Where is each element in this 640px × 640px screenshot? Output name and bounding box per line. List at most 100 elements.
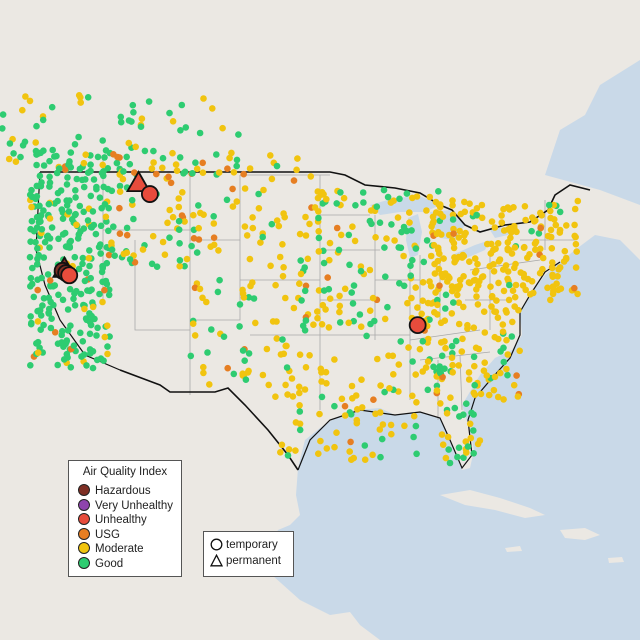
monitor-dot: [391, 237, 398, 244]
monitor-dot: [510, 381, 518, 389]
unhealthy-temporary-marker[interactable]: [408, 316, 427, 335]
monitor-dot: [40, 254, 48, 261]
monitor-dot: [83, 362, 90, 369]
monitor-dot: [268, 175, 276, 183]
monitor-dot: [104, 322, 111, 330]
aqi-legend: Air Quality Index Hazardous Very Unhealt…: [68, 460, 182, 577]
monitor-dot: [377, 382, 384, 389]
monitor-dot: [574, 197, 582, 205]
monitor-dot: [315, 228, 323, 235]
monitor-dot: [487, 250, 495, 257]
monitor-dot: [504, 351, 512, 358]
monitor-dot: [45, 305, 53, 313]
monitor-dot: [55, 235, 62, 243]
monitor-dot: [326, 239, 334, 247]
monitor-dot: [210, 213, 217, 220]
monitor-dot: [196, 285, 204, 293]
monitor-dot: [130, 215, 137, 223]
monitor-dot: [302, 282, 310, 290]
monitor-dot: [283, 342, 290, 350]
monitor-dot: [63, 350, 71, 358]
unhealthy-temporary-marker[interactable]: [140, 185, 159, 203]
monitor-dot: [319, 301, 327, 309]
monitor-dot: [252, 319, 259, 327]
monitor-dot: [460, 454, 467, 462]
monitor-dot: [89, 364, 97, 372]
monitor-dot: [176, 240, 183, 247]
monitor-dot: [574, 290, 581, 298]
monitor-dot: [412, 371, 420, 378]
monitor-dot: [471, 255, 479, 262]
monitor-dot: [178, 212, 186, 219]
monitor-dot: [279, 241, 286, 248]
monitor-dot: [72, 187, 79, 194]
monitor-dot: [452, 337, 460, 345]
monitor-dot: [400, 252, 407, 260]
monitor-dot: [79, 260, 86, 268]
monitor-dot: [105, 227, 112, 235]
unhealthy-temporary-marker[interactable]: [60, 266, 79, 285]
monitor-dot: [449, 211, 457, 219]
monitor-dot: [46, 244, 53, 251]
monitor-dot: [412, 284, 420, 291]
monitor-dot: [556, 208, 564, 216]
monitor-dot: [86, 247, 93, 254]
monitor-dot: [67, 149, 75, 156]
monitor-dot: [487, 283, 494, 291]
unhealthy-permanent-marker[interactable]: [125, 170, 152, 193]
monitor-dot: [46, 215, 54, 222]
monitor-dot: [315, 287, 323, 294]
monitor-dot: [296, 426, 304, 434]
monitor-dot: [51, 329, 59, 336]
monitor-dot: [206, 381, 213, 388]
monitor-dot: [413, 399, 420, 406]
monitor-dot: [64, 327, 72, 334]
monitor-dot: [123, 231, 131, 239]
monitor-dot: [456, 413, 463, 420]
monitor-dot: [240, 294, 248, 301]
monitor-dot: [353, 419, 361, 427]
monitor-dot: [277, 449, 284, 456]
monitor-dot: [436, 368, 444, 376]
monitor-dot: [81, 305, 88, 313]
legend-item-very-unhealthy: Very Unhealthy: [78, 498, 173, 513]
monitor-dot: [438, 431, 446, 438]
monitor-dot: [423, 237, 431, 244]
monitor-dot: [390, 371, 397, 378]
monitor-dot: [557, 285, 565, 293]
monitor-dot: [323, 195, 330, 203]
monitor-dot: [419, 338, 427, 345]
monitor-dot: [348, 289, 356, 296]
monitor-dot: [532, 238, 540, 246]
monitor-dot: [340, 194, 348, 202]
monitor-dot: [259, 371, 267, 379]
monitor-dot: [471, 381, 479, 389]
monitor-dot: [114, 153, 121, 161]
monitor-dot: [275, 222, 283, 230]
monitor-dot: [301, 386, 309, 393]
monitor-dot: [236, 301, 244, 308]
monitor-dot: [431, 260, 438, 268]
monitor-dot: [40, 295, 48, 302]
monitor-dot: [455, 234, 463, 241]
monitor-dot: [302, 213, 309, 221]
monitor-dot: [450, 230, 457, 237]
monitor-dot: [101, 286, 108, 294]
monitor-dot: [306, 352, 313, 359]
monitor-dot: [436, 250, 443, 257]
monitor-dot: [145, 98, 153, 105]
monitor-dot: [130, 109, 137, 116]
monitor-dot: [216, 276, 223, 284]
monitor-dot: [215, 169, 223, 176]
monitor-dot: [44, 271, 52, 278]
monitor-dot: [346, 261, 353, 269]
monitor-dot: [439, 213, 447, 220]
monitor-dot: [290, 177, 298, 184]
monitor-dot: [306, 220, 313, 228]
monitor-dot: [153, 170, 160, 178]
monitor-dot: [110, 223, 117, 230]
monitor-dot: [335, 246, 343, 254]
monitor-dot: [35, 150, 42, 157]
monitor-dot: [131, 169, 138, 176]
monitor-dot: [337, 231, 345, 239]
